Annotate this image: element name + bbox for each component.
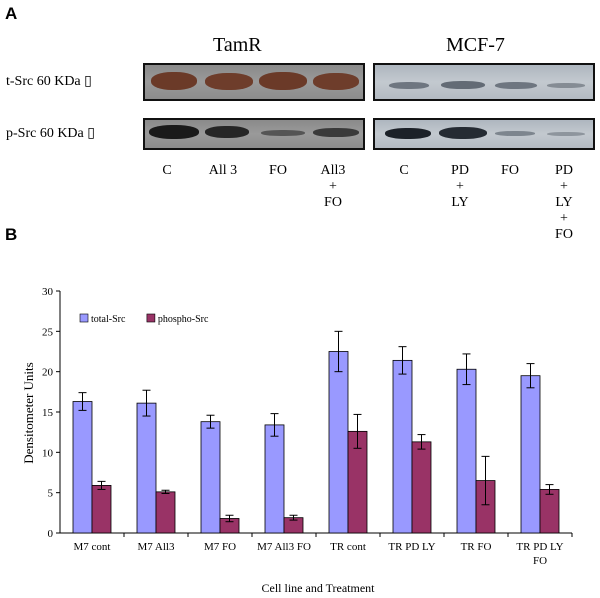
bar-phospho-Src — [539, 489, 560, 534]
band — [441, 81, 485, 89]
band — [313, 128, 359, 137]
y-tick-label: 10 — [42, 447, 54, 459]
bar-total-Src — [456, 368, 477, 534]
mcf7-t-src-blot — [373, 63, 595, 101]
x-tick-label: TR cont — [330, 541, 366, 553]
legend-swatch — [79, 313, 89, 323]
bar-total-Src — [520, 375, 541, 534]
bar-chart: 0 5 10 15 20 25 30 M7 cont M7 All3 M7 FO M7 All3 F… — [21, 286, 573, 595]
band — [259, 72, 307, 90]
band — [151, 72, 197, 90]
y-tick-label: 15 — [42, 407, 54, 419]
chart-ticks: 0 5 10 15 20 25 30 M7 cont M7 All3 M7 FO M7 All3 F… — [42, 286, 573, 567]
tamr-lane-label: All 3 — [208, 163, 238, 178]
legend-label: phospho-Src — [158, 314, 209, 325]
bar-total-Src — [328, 351, 349, 534]
band — [261, 130, 305, 136]
x-tick-label: FO — [533, 555, 547, 567]
bar-total-Src — [264, 424, 285, 534]
t-src-row-label: t-Src 60 KDa ▯ — [6, 74, 92, 89]
mcf7-lane-label: PD + LY + FO — [555, 163, 573, 242]
y-tick-label: 5 — [48, 488, 54, 500]
chart-legend: total-Src phospho-Src — [79, 313, 209, 325]
bar-total-Src — [72, 401, 93, 534]
x-tick-label: M7 cont — [74, 541, 111, 553]
mcf7-lane-label: PD + LY — [451, 163, 469, 210]
mcf7-title: MCF-7 — [446, 34, 505, 56]
y-tick-label: 20 — [42, 367, 54, 379]
mcf7-lane-label: FO — [501, 163, 519, 178]
bar-total-Src — [200, 421, 221, 534]
y-axis-label: Densitometer Units — [21, 362, 36, 463]
tamr-t-src-blot — [143, 63, 365, 101]
chart-error-bars — [78, 330, 554, 523]
x-tick-label: M7 FO — [204, 541, 236, 553]
x-tick-label: TR PD LY — [388, 541, 435, 553]
band — [205, 73, 253, 90]
tamr-p-src-blot — [143, 118, 365, 150]
tamr-lane-label: C — [162, 163, 172, 178]
panel-b-letter: B — [5, 225, 18, 244]
band — [495, 82, 537, 89]
y-tick-label: 0 — [48, 528, 54, 540]
x-tick-label: TR FO — [461, 541, 492, 553]
bar-phospho-Src — [91, 485, 112, 534]
x-tick-label: TR PD LY — [516, 541, 563, 553]
band — [313, 73, 359, 90]
tamr-title: TamR — [213, 34, 262, 56]
band — [495, 131, 535, 136]
y-tick-label: 30 — [42, 286, 54, 298]
bar-total-Src — [392, 359, 413, 534]
y-tick-label: 25 — [42, 326, 54, 338]
legend-swatch — [146, 313, 156, 323]
band — [205, 126, 249, 138]
p-src-row-label: p-Src 60 KDa ▯ — [6, 126, 95, 141]
band — [149, 125, 199, 139]
bar-phospho-Src — [411, 441, 432, 534]
band — [547, 83, 585, 88]
band — [439, 127, 487, 139]
bar-total-Src — [136, 402, 157, 534]
legend-label: total-Src — [91, 314, 126, 325]
x-axis-label: Cell line and Treatment — [262, 581, 376, 595]
x-tick-label: M7 All3 FO — [257, 541, 311, 553]
x-tick-label: M7 All3 — [138, 541, 175, 553]
panel-a-letter: A — [5, 4, 18, 23]
tamr-lane-label: All3 + FO — [320, 163, 346, 210]
tamr-lane-label: FO — [269, 163, 287, 178]
bar-phospho-Src — [155, 491, 176, 534]
band — [385, 128, 431, 139]
mcf7-lane-label: C — [399, 163, 409, 178]
band — [547, 132, 585, 136]
chart-bars — [72, 351, 560, 534]
band — [389, 82, 429, 89]
mcf7-p-src-blot — [373, 118, 595, 150]
